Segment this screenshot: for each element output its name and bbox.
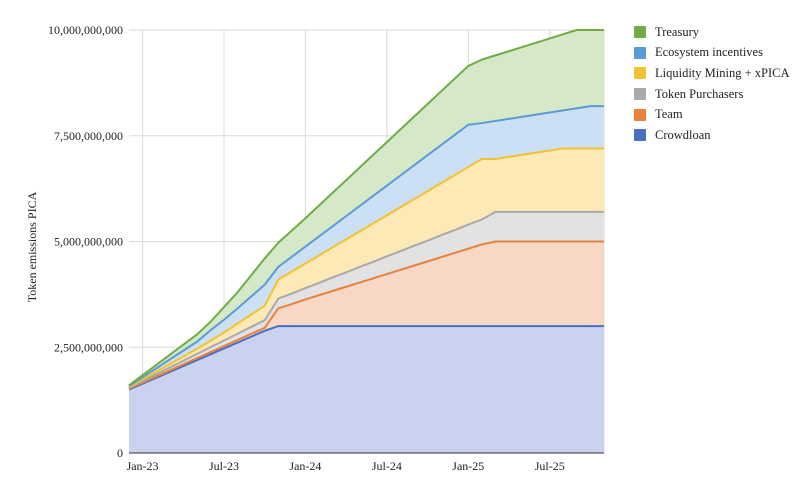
legend-swatch — [634, 88, 646, 101]
legend-swatch — [634, 46, 646, 59]
legend-item: Treasury — [634, 22, 790, 43]
x-tick-label: Jul-25 — [535, 459, 565, 473]
legend-item: Crowdloan — [634, 125, 790, 146]
line-token-purchasers — [128, 210, 604, 389]
legend-swatch — [634, 67, 646, 80]
x-tick-label: Jul-24 — [372, 459, 402, 473]
x-tick-label: Jan-25 — [452, 459, 484, 473]
legend-swatch — [634, 129, 646, 142]
line-treasury — [128, 29, 604, 387]
line-ecosystem-incentives — [128, 105, 604, 388]
series-lines — [128, 29, 604, 391]
x-tick-label: Jan-24 — [289, 459, 321, 473]
y-tick-label: 0 — [117, 446, 123, 460]
y-tick-label: 7,500,000,000 — [54, 129, 123, 143]
legend-label: Liquidity Mining + xPICA — [655, 65, 790, 80]
legend-label: Team — [655, 107, 683, 122]
legend-label: Ecosystem incentives — [655, 45, 763, 60]
y-axis-label: Token emissions PICA — [25, 191, 39, 302]
line-liquidity-mining-xpica — [128, 147, 604, 388]
y-tick-label: 5,000,000,000 — [54, 235, 123, 249]
legend-label: Treasury — [655, 24, 699, 39]
legend: Treasury Ecosystem incentives Liquidity Mi… — [634, 22, 790, 146]
legend-item: Team — [634, 104, 790, 125]
line-team — [128, 240, 604, 390]
y-tick-label: 10,000,000,000 — [48, 23, 123, 37]
area-team — [129, 241, 604, 390]
line-crowdloan — [128, 325, 604, 391]
legend-item: Ecosystem incentives — [634, 43, 790, 64]
legend-label: Crowdloan — [655, 127, 711, 142]
x-tick-label: Jan-23 — [127, 459, 159, 473]
legend-swatch — [634, 26, 646, 39]
legend-item: Token Purchasers — [634, 84, 790, 105]
area-token-purchasers — [129, 211, 604, 389]
legend-item: Liquidity Mining + xPICA — [634, 63, 790, 84]
x-tick-label: Jul-23 — [209, 459, 239, 473]
legend-swatch — [634, 108, 646, 121]
area-crowdloan — [129, 326, 604, 453]
axes: 0 2,500,000,000 5,000,000,000 7,500,000,000… — [48, 23, 604, 473]
y-tick-label: 2,500,000,000 — [54, 340, 123, 354]
legend-label: Token Purchasers — [655, 86, 744, 101]
area-treasury — [129, 30, 604, 387]
